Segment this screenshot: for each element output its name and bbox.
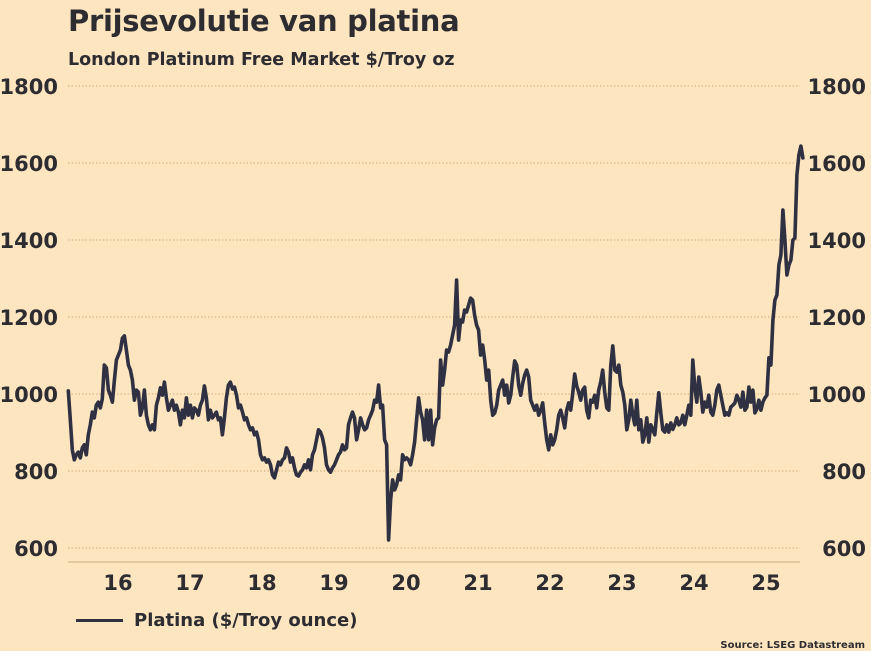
y-axis-right: 600 800 1000 1200 1400 1600 1800 [808,75,866,561]
y-tick-right-1400: 1400 [808,229,866,253]
x-tick-25: 25 [751,571,780,595]
y-tick-left-1400: 1400 [0,229,58,253]
x-tick-22: 22 [535,571,564,595]
y-tick-right-800: 800 [822,460,866,484]
legend-label-platina: Platina ($/Troy ounce) [134,610,358,631]
y-tick-right-1000: 1000 [808,383,866,407]
y-tick-right-600: 600 [822,537,866,561]
y-tick-left-1800: 1800 [0,75,58,99]
source-note: Source: LSEG Datastream [720,640,865,651]
x-tick-18: 18 [247,571,276,595]
y-tick-left-1600: 1600 [0,152,58,176]
x-tick-24: 24 [679,571,708,595]
legend: Platina ($/Troy ounce) [76,610,357,631]
gridlines [68,85,800,549]
y-tick-left-600: 600 [14,537,58,561]
y-tick-left-1200: 1200 [0,306,58,330]
x-tick-20: 20 [391,571,420,595]
y-tick-right-1600: 1600 [808,152,866,176]
legend-swatch-platina [76,619,123,622]
y-tick-left-1000: 1000 [0,383,58,407]
x-tick-19: 19 [319,571,348,595]
x-tick-17: 17 [175,571,204,595]
x-tick-16: 16 [103,571,132,595]
x-axis: 16 17 18 19 20 21 22 23 24 25 [103,571,780,595]
chart-title: Prijsevolutie van platina [68,4,460,38]
y-axis-left: 600 800 1000 1200 1400 1600 1800 [0,75,58,561]
x-tick-21: 21 [463,571,492,595]
y-tick-right-1200: 1200 [808,306,866,330]
chart-subtitle: London Platinum Free Market $/Troy oz [68,50,455,70]
x-tick-23: 23 [607,571,636,595]
y-tick-left-800: 800 [14,460,58,484]
y-tick-right-1800: 1800 [808,75,866,99]
series-line-platina [66,144,805,542]
